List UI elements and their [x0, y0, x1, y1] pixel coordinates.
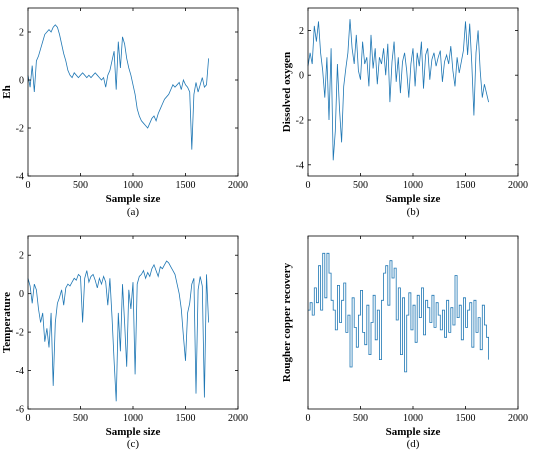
y-tick-label: 0 — [299, 71, 304, 82]
x-tick-label: 1000 — [123, 180, 143, 191]
x-tick-label: 1500 — [456, 180, 476, 191]
x-tick-label: 0 — [306, 180, 311, 191]
panel-label: (d) — [407, 438, 420, 450]
x-tick-label: 500 — [353, 180, 368, 191]
y-tick-label: 2 — [19, 28, 24, 39]
x-axis-label: Sample size — [386, 193, 441, 205]
panel-3: 0 500 1000 1500 2000 -6 -4 -2 0 2 Sample size Tempe… — [1, 235, 248, 450]
y-tick-label: -4 — [296, 160, 304, 171]
x-axis-label: Sample size — [106, 193, 161, 205]
y-tick-label: -4 — [16, 366, 24, 377]
x-tick-label: 2000 — [508, 413, 528, 424]
x-tick-label: 0 — [26, 413, 31, 424]
x-tick-label: 2000 — [508, 180, 528, 191]
x-tick-label: 1500 — [176, 180, 196, 191]
panel-1: 0 500 1000 1500 2000 -4 -2 0 2 Sample size Eh (a) — [1, 7, 248, 218]
x-tick-label: 1000 — [403, 413, 423, 424]
panel-label: (c) — [127, 438, 140, 450]
y-tick-label: -2 — [16, 124, 24, 135]
y-axis-label: Eh — [1, 85, 13, 98]
x-tick-label: 1500 — [176, 413, 196, 424]
y-axis-label: Dissolved oxygen — [281, 52, 293, 132]
x-tick-label: 1000 — [123, 413, 143, 424]
x-tick-label: 500 — [73, 180, 88, 191]
series-line-2 — [307, 19, 489, 161]
y-axis-label: Rougher copper recovery — [281, 262, 293, 382]
y-tick-label: 2 — [299, 26, 304, 37]
x-tick-label: 0 — [26, 180, 31, 191]
x-tick-label: 0 — [306, 413, 311, 424]
y-axis-label: Temperature — [1, 292, 13, 353]
y-tick-label: 2 — [19, 251, 24, 262]
series-line-3 — [27, 260, 209, 402]
panel-2: 0 500 1000 1500 2000 -4 -2 0 2 Sample size Dissolv… — [281, 7, 528, 218]
panel-label: (b) — [407, 206, 420, 218]
y-tick-label: -4 — [16, 172, 24, 183]
x-tick-label: 1500 — [456, 413, 476, 424]
y-tick-label: -2 — [296, 116, 304, 127]
y-tick-label: -6 — [16, 405, 24, 416]
y-tick-label: 0 — [19, 289, 24, 300]
y-tick-label: 0 — [19, 76, 24, 87]
series-line-1 — [27, 24, 209, 150]
plot-frame — [27, 235, 239, 410]
x-axis-label: Sample size — [106, 426, 161, 438]
y-tick-label: -2 — [16, 328, 24, 339]
panel-label: (a) — [127, 206, 140, 218]
x-tick-label: 500 — [73, 413, 88, 424]
panel-4: 0 500 1000 1500 2000 Sample size Rougher coppe… — [281, 235, 528, 450]
x-tick-label: 2000 — [228, 180, 248, 191]
x-tick-label: 1000 — [403, 180, 423, 191]
series-line-4 — [308, 252, 489, 373]
x-tick-label: 2000 — [228, 413, 248, 424]
x-axis-label: Sample size — [386, 426, 441, 438]
x-tick-label: 500 — [353, 413, 368, 424]
